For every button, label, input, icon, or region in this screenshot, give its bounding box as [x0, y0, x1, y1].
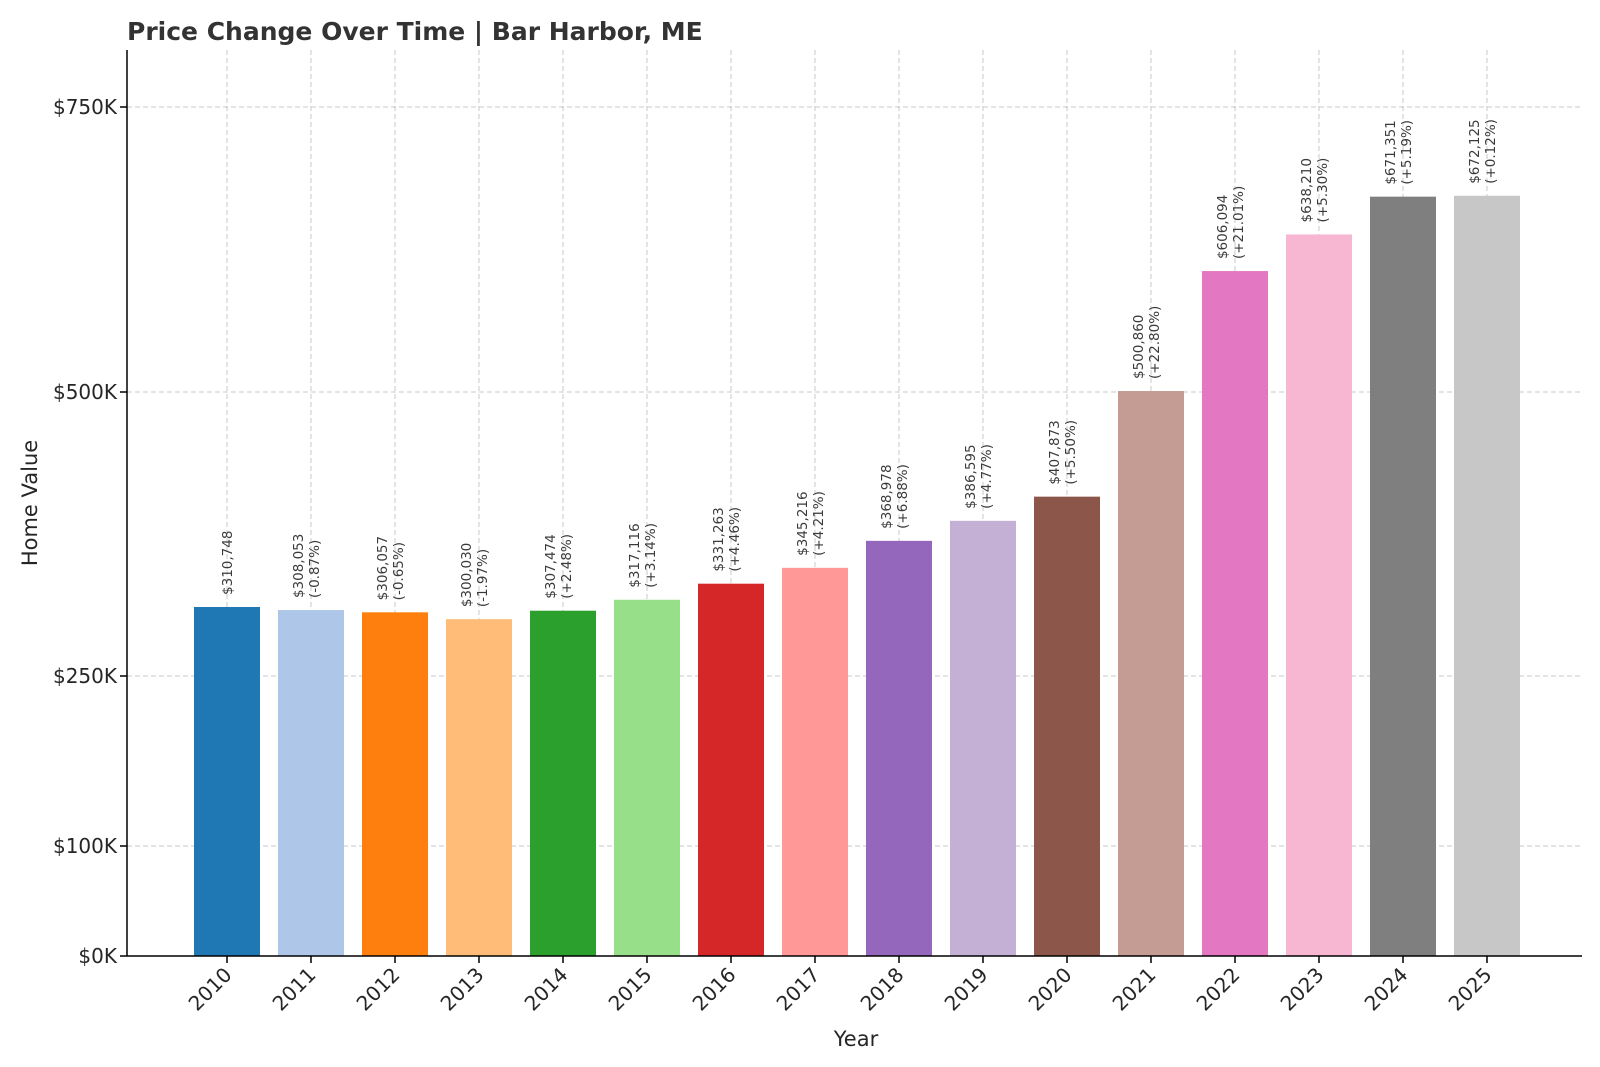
bar-2021 [1118, 391, 1184, 956]
bar-change-label: (+3.14%) [643, 523, 659, 588]
bar-change-label: (+5.19%) [1399, 120, 1415, 185]
chart-title: Price Change Over Time | Bar Harbor, ME [127, 17, 703, 46]
bar-value-label: $345,216 [795, 491, 811, 555]
bar-2011 [278, 610, 344, 956]
x-tick-label: 2013 [436, 963, 489, 1016]
bar-value-label: $407,873 [1047, 420, 1063, 484]
x-axis-ticks: 2010 2011 2012 2013 2014 2015 2016 2017 2018 2019… [184, 956, 1497, 1016]
x-tick-label: 2020 [1024, 963, 1077, 1016]
x-tick-label: 2024 [1360, 963, 1413, 1016]
bar-2010 [194, 606, 260, 956]
x-tick-label: 2022 [1192, 963, 1245, 1016]
bar-value-label: $307,474 [543, 534, 559, 598]
y-axis-ticks: $0K $100K $250K $500K $750K [53, 95, 127, 968]
bar-change-label: (-1.97%) [475, 549, 491, 607]
bars [194, 195, 1520, 957]
bar-value-label: $386,595 [963, 444, 979, 508]
bar-value-label: $671,351 [1383, 120, 1399, 184]
x-axis-label: Year [833, 1027, 879, 1051]
x-tick-label: 2015 [604, 963, 657, 1016]
bar-value-label: $331,263 [711, 507, 727, 571]
bar-value-label: $638,210 [1299, 158, 1315, 222]
y-tick-label: $100K [53, 834, 118, 858]
y-tick-label: $500K [53, 380, 118, 404]
bar-change-label: (+5.50%) [1063, 420, 1079, 485]
bar-change-label: (+22.80%) [1147, 306, 1163, 379]
bar-2019 [950, 520, 1016, 956]
bar-2016 [698, 583, 764, 956]
x-tick-label: 2021 [1108, 963, 1161, 1016]
x-tick-label: 2012 [352, 963, 405, 1016]
x-tick-label: 2016 [688, 963, 741, 1016]
bar-value-label: $606,094 [1215, 195, 1231, 259]
x-tick-label: 2014 [520, 963, 573, 1016]
x-tick-label: 2010 [184, 963, 237, 1016]
bar-value-labels: $310,748 $308,053 (-0.87%) $306,057 (-0.65%)… [220, 119, 1499, 607]
bar-value-label: $310,748 [220, 531, 236, 595]
x-tick-label: 2025 [1444, 963, 1497, 1016]
bar-change-label: (-0.65%) [391, 542, 407, 600]
bar-2014 [530, 610, 596, 956]
bar-value-label: $368,978 [879, 464, 895, 528]
y-tick-label: $750K [53, 95, 118, 119]
x-tick-label: 2017 [772, 963, 825, 1016]
y-tick-label: $250K [53, 664, 118, 688]
bar-2013 [446, 619, 512, 956]
bar-value-label: $306,057 [375, 536, 391, 600]
x-tick-label: 2023 [1276, 963, 1329, 1016]
bar-change-label: (+2.48%) [559, 534, 575, 599]
bar-value-label: $317,116 [627, 523, 643, 587]
y-tick-label: $0K [78, 944, 117, 968]
bar-change-label: (+5.30%) [1315, 158, 1331, 223]
bar-2025 [1454, 195, 1520, 957]
bar-change-label: (-0.87%) [307, 540, 323, 598]
bar-2024 [1370, 196, 1436, 957]
bar-change-label: (+4.21%) [811, 491, 827, 556]
x-tick-label: 2019 [940, 963, 993, 1016]
bar-2020 [1034, 496, 1100, 956]
bar-change-label: (+6.88%) [895, 464, 911, 529]
bar-change-label: (+4.46%) [727, 507, 743, 572]
bar-value-label: $500,860 [1131, 315, 1147, 379]
bar-2015 [614, 599, 680, 956]
y-axis-label: Home Value [18, 440, 42, 566]
bar-value-label: $300,030 [459, 543, 475, 607]
bar-2012 [362, 612, 428, 956]
bar-2017 [782, 567, 848, 956]
bar-change-label: (+21.01%) [1231, 186, 1247, 259]
x-tick-label: 2011 [268, 963, 321, 1016]
bar-value-label: $672,125 [1467, 119, 1483, 183]
bar-value-label: $308,053 [291, 534, 307, 598]
bar-change-label: (+4.77%) [979, 444, 995, 509]
grid-lines [127, 50, 1582, 956]
bar-change-label: (+0.12%) [1483, 119, 1499, 184]
x-tick-label: 2018 [856, 963, 909, 1016]
bar-2023 [1286, 234, 1352, 956]
bar-2022 [1202, 271, 1268, 956]
bar-2018 [866, 540, 932, 956]
